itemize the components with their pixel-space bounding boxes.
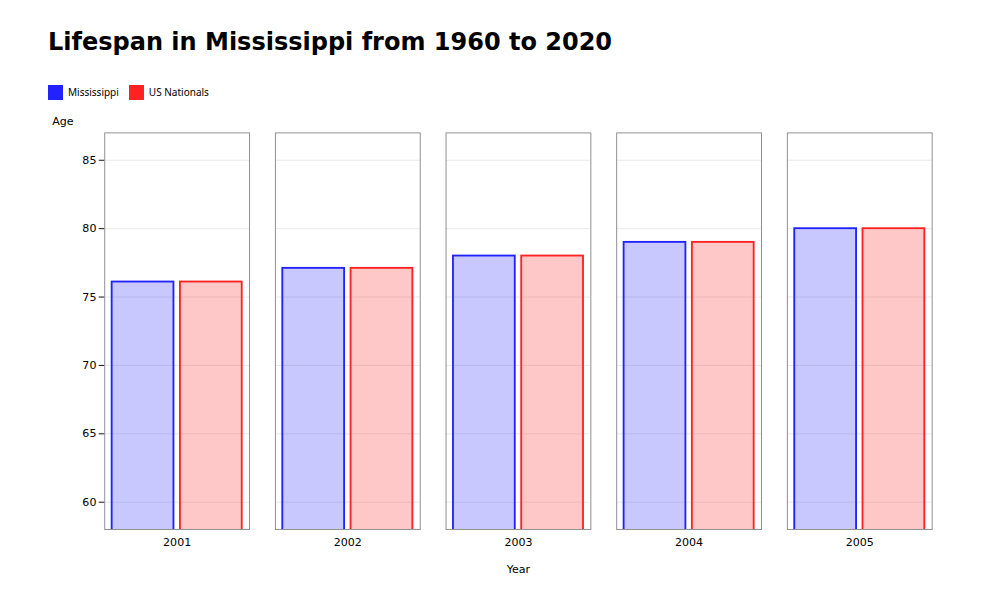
svg-text:2005: 2005	[846, 536, 874, 549]
svg-text:60: 60	[82, 496, 96, 509]
svg-text:2002: 2002	[334, 536, 362, 549]
html-text:Mississippi: Mississippi	[68, 85, 119, 100]
svg-text:65: 65	[82, 427, 96, 440]
html-text:Lifespan in Mississippi from 1: Lifespan in Mississippi from 1960 to 202…	[48, 27, 612, 56]
svg-text:Year: Year	[506, 563, 531, 575]
svg-text:85: 85	[82, 154, 96, 167]
svg-text:80: 80	[82, 222, 96, 235]
svg-text:75: 75	[82, 290, 96, 303]
svg-text:2001: 2001	[163, 536, 191, 549]
svg-text:70: 70	[82, 359, 96, 372]
html-text:US Nationals: US Nationals	[148, 85, 209, 100]
svg-text:2003: 2003	[504, 536, 532, 549]
svg-text:Age: Age	[52, 115, 74, 128]
svg-text:2004: 2004	[675, 536, 703, 549]
